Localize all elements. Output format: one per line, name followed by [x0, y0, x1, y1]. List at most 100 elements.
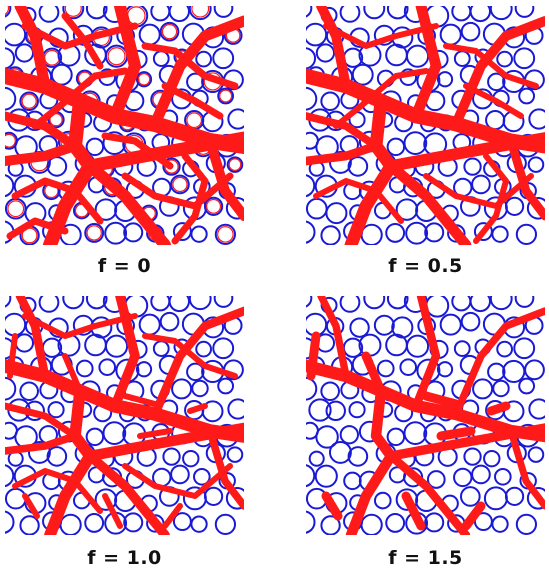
particle-outline — [152, 50, 170, 67]
particle-outline — [186, 362, 205, 382]
particle-outline — [348, 401, 366, 419]
particle-outline — [502, 359, 526, 384]
particle-outline — [27, 440, 51, 464]
isolated-force-segment — [486, 401, 511, 416]
particle-outline — [191, 379, 209, 398]
particle-outline — [385, 513, 406, 533]
particle-outline — [514, 6, 535, 18]
particle-outline — [19, 91, 39, 112]
particle-outline — [162, 447, 181, 466]
particle-outline — [306, 6, 313, 18]
particle-outline — [491, 225, 509, 243]
particle-outline — [343, 471, 362, 491]
force-chain-branch — [5, 141, 80, 166]
isolated-force-segment — [102, 493, 123, 529]
particle-outline — [195, 340, 212, 358]
weak-contact-ring — [217, 226, 234, 243]
force-chain-branch — [370, 385, 397, 462]
particle-outline — [494, 467, 512, 486]
particle-outline — [75, 359, 94, 378]
particle-outline — [190, 515, 208, 533]
particle-outline — [195, 50, 212, 68]
particle-outline — [306, 510, 316, 534]
particle-outline — [5, 464, 15, 488]
particle-outline — [496, 340, 513, 358]
particle-outline — [162, 157, 181, 176]
force-chain-branch — [344, 159, 398, 245]
particle-outline — [460, 311, 481, 332]
particle-outline — [84, 513, 105, 533]
force-chain-branch — [205, 136, 244, 221]
particle-outline — [213, 6, 234, 18]
particle-outline — [62, 6, 85, 20]
particle-outline — [186, 72, 205, 92]
particle-outline — [515, 223, 538, 245]
particle-outline — [104, 221, 128, 245]
force-chain-branch — [386, 451, 471, 535]
particle-outline — [308, 450, 325, 467]
particle-outline — [226, 156, 244, 173]
particle-outline — [405, 44, 430, 68]
particle-outline — [403, 421, 428, 446]
force-chain-branch — [317, 296, 350, 380]
particle-outline — [227, 108, 244, 130]
particle-outline — [325, 202, 348, 225]
particle-outline — [496, 50, 513, 68]
force-chain-branch — [452, 307, 545, 418]
weak-contact-ring — [228, 158, 242, 172]
weak-contact-ring — [172, 176, 188, 193]
particle-outline — [472, 378, 494, 400]
force-chain-branch — [5, 432, 79, 455]
particle-outline — [203, 196, 224, 216]
particle-outline — [5, 487, 27, 510]
particle-outline — [483, 449, 501, 468]
particle-outline — [487, 72, 506, 92]
weak-contact-ring — [7, 200, 25, 218]
particle-outline — [19, 515, 40, 535]
caption-f0: f = 0 — [97, 255, 152, 277]
particle-outline — [320, 225, 341, 245]
panel-f0-image — [5, 6, 244, 245]
thin-force-branch — [171, 152, 209, 245]
isolated-force-segment — [137, 428, 173, 439]
particle-outline — [5, 197, 27, 220]
particle-outline — [306, 220, 316, 244]
particle-outline — [527, 156, 545, 173]
particle-outline — [386, 296, 409, 310]
thin-force-branch — [122, 463, 233, 499]
particle-outline — [84, 223, 105, 243]
particle-outline — [46, 446, 68, 467]
particle-outline — [314, 464, 338, 488]
particle-outline — [85, 427, 105, 447]
isolated-force-segment — [436, 426, 476, 441]
particle-outline — [328, 440, 352, 464]
isolated-force-segment — [421, 391, 461, 409]
particle-outline — [451, 296, 472, 312]
thin-force-branch — [22, 313, 138, 339]
particle-outline — [170, 174, 190, 195]
particle-outline — [518, 377, 536, 395]
particle-outline — [306, 376, 318, 401]
particle-outline — [363, 6, 386, 20]
thin-force-branch — [31, 67, 129, 130]
particle-outline — [386, 137, 406, 157]
particle-outline — [188, 6, 212, 21]
particle-outline — [514, 296, 535, 308]
particle-outline — [320, 515, 341, 535]
particle-outline — [201, 400, 224, 423]
particle-outline — [339, 6, 361, 23]
particle-outline — [85, 296, 108, 310]
particle-outline — [515, 513, 538, 535]
particle-outline — [85, 137, 105, 157]
force-chain-branch — [506, 136, 545, 221]
particle-outline — [62, 296, 85, 310]
particle-outline — [315, 43, 336, 63]
particle-outline — [385, 223, 406, 243]
particle-outline — [439, 23, 462, 46]
force-chain-branch — [345, 450, 397, 535]
particle-outline — [339, 296, 361, 313]
particle-outline — [320, 91, 340, 112]
weak-contact-ring — [191, 6, 210, 18]
particle-outline — [351, 63, 374, 86]
